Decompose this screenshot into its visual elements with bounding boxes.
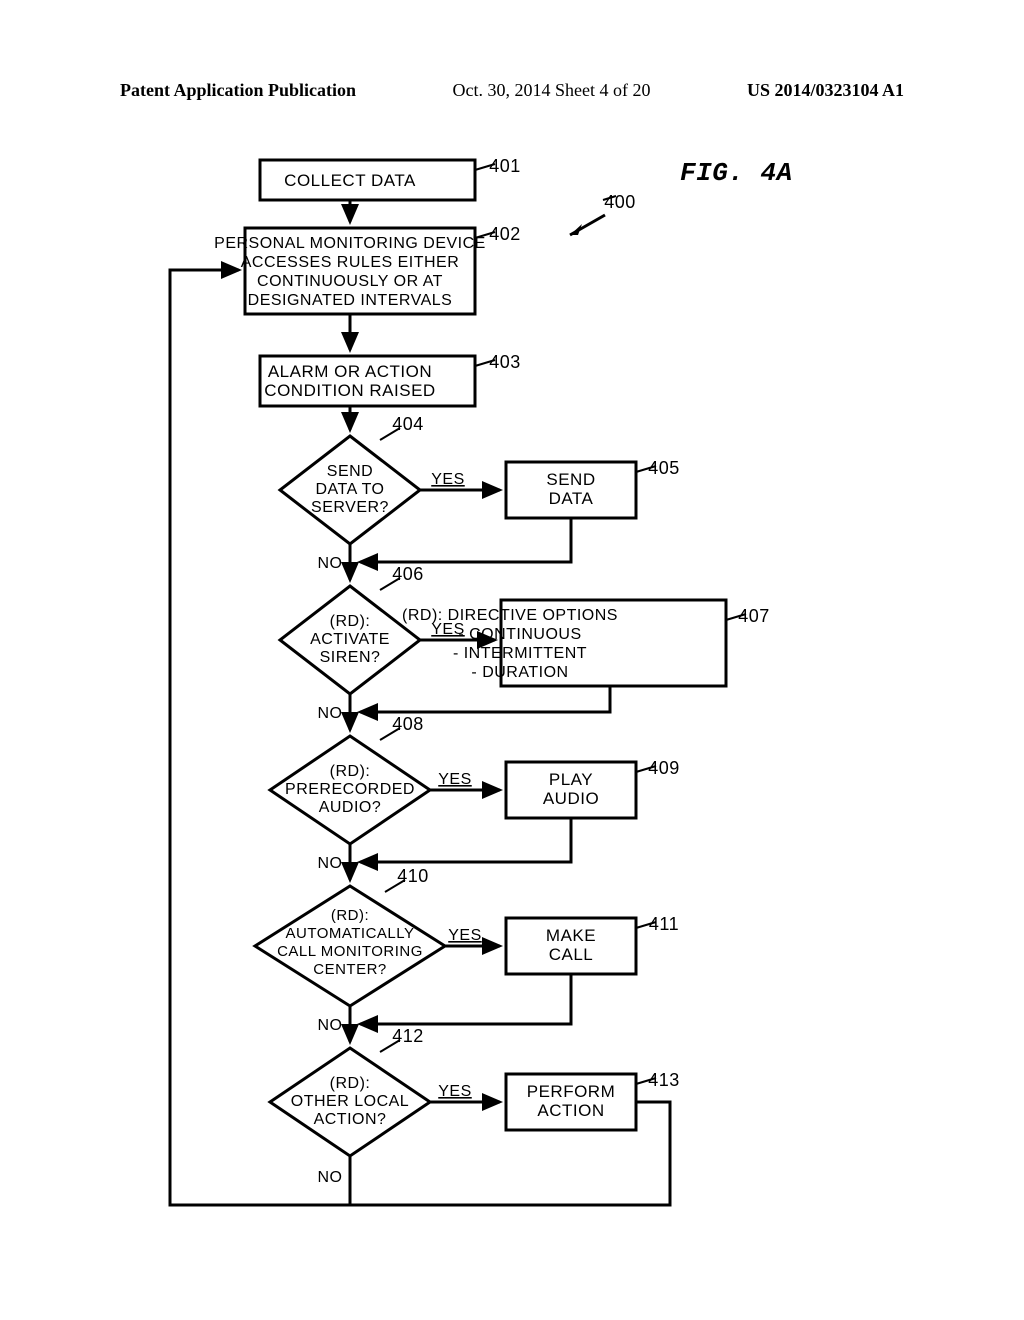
- box-407-l1: (RD): DIRECTIVE OPTIONS: [402, 607, 618, 624]
- ref-411: 411: [649, 914, 679, 934]
- d410-l1: (RD):: [331, 907, 369, 924]
- d412-no: NO: [318, 1169, 343, 1186]
- box-407-l3: - INTERMITTENT: [453, 645, 587, 662]
- box-409-l2: AUDIO: [543, 789, 599, 808]
- d410-l2: AUTOMATICALLY: [285, 925, 414, 942]
- box-405-l1: SEND: [546, 470, 595, 489]
- d410-l3: CALL MONITORING: [277, 943, 423, 960]
- box-411-l2: CALL: [549, 945, 594, 964]
- d404-l3: SERVER?: [311, 499, 389, 516]
- d408-no: NO: [318, 855, 343, 872]
- header-left: Patent Application Publication: [120, 80, 356, 101]
- figure-label: FIG. 4A: [680, 158, 793, 188]
- d408-l1: (RD):: [330, 763, 371, 780]
- box-402-l3: CONTINUOUSLY OR AT: [257, 273, 443, 290]
- box-402-l2: ACCESSES RULES EITHER: [241, 254, 460, 271]
- d404-yes: YES: [431, 471, 465, 488]
- box-409-l1: PLAY: [549, 770, 593, 789]
- ref-400: 400: [604, 192, 636, 212]
- d410-l4: CENTER?: [313, 961, 387, 978]
- ref-401: 401: [489, 156, 521, 176]
- d404-l1: SEND: [327, 463, 373, 480]
- d406-l3: SIREN?: [320, 649, 381, 666]
- ref-405: 405: [648, 458, 680, 478]
- d408-l2: PRERECORDED: [285, 781, 415, 798]
- d412-l3: ACTION?: [314, 1111, 387, 1128]
- box-413-l2: ACTION: [537, 1101, 604, 1120]
- header-center: Oct. 30, 2014 Sheet 4 of 20: [453, 80, 651, 101]
- d406-l2: ACTIVATE: [310, 631, 390, 648]
- box-403-l1: ALARM OR ACTION: [268, 362, 432, 381]
- ref-404: 404: [392, 414, 424, 434]
- ref-409: 409: [648, 758, 680, 778]
- ref-402: 402: [489, 224, 521, 244]
- d410-yes: YES: [448, 927, 482, 944]
- box-407-l4: - DURATION: [471, 664, 568, 681]
- ref-410: 410: [397, 866, 429, 886]
- d408-yes: YES: [438, 771, 472, 788]
- d404-l2: DATA TO: [316, 481, 385, 498]
- d404-no: NO: [318, 555, 343, 572]
- box-402-l4: DESIGNATED INTERVALS: [248, 292, 453, 309]
- ref-403: 403: [489, 352, 521, 372]
- d408-l3: AUDIO?: [319, 799, 382, 816]
- box-403-l2: CONDITION RAISED: [264, 381, 435, 400]
- box-411-l1: MAKE: [546, 926, 596, 945]
- ref-413: 413: [648, 1070, 680, 1090]
- flowchart: FIG. 4A 400 COLLECT DATA 401 PERSONAL MO…: [0, 120, 1024, 1320]
- d412-l2: OTHER LOCAL: [291, 1093, 409, 1110]
- box-407-l2: - CONTINUOUS: [458, 626, 581, 643]
- ref-412: 412: [392, 1026, 424, 1046]
- box-405-l2: DATA: [549, 489, 594, 508]
- box-401-text: COLLECT DATA: [284, 171, 416, 190]
- d406-l1: (RD):: [330, 613, 371, 630]
- d412-yes: YES: [438, 1083, 472, 1100]
- d406-no: NO: [318, 705, 343, 722]
- ref-406: 406: [392, 564, 424, 584]
- box-413-l1: PERFORM: [527, 1082, 616, 1101]
- box-402-l1: PERSONAL MONITORING DEVICE: [214, 235, 486, 252]
- d412-l1: (RD):: [330, 1075, 371, 1092]
- ref-408: 408: [392, 714, 424, 734]
- d410-no: NO: [318, 1017, 343, 1034]
- ref-407: 407: [738, 606, 770, 626]
- page-header: Patent Application Publication Oct. 30, …: [0, 80, 1024, 101]
- header-right: US 2014/0323104 A1: [747, 80, 904, 101]
